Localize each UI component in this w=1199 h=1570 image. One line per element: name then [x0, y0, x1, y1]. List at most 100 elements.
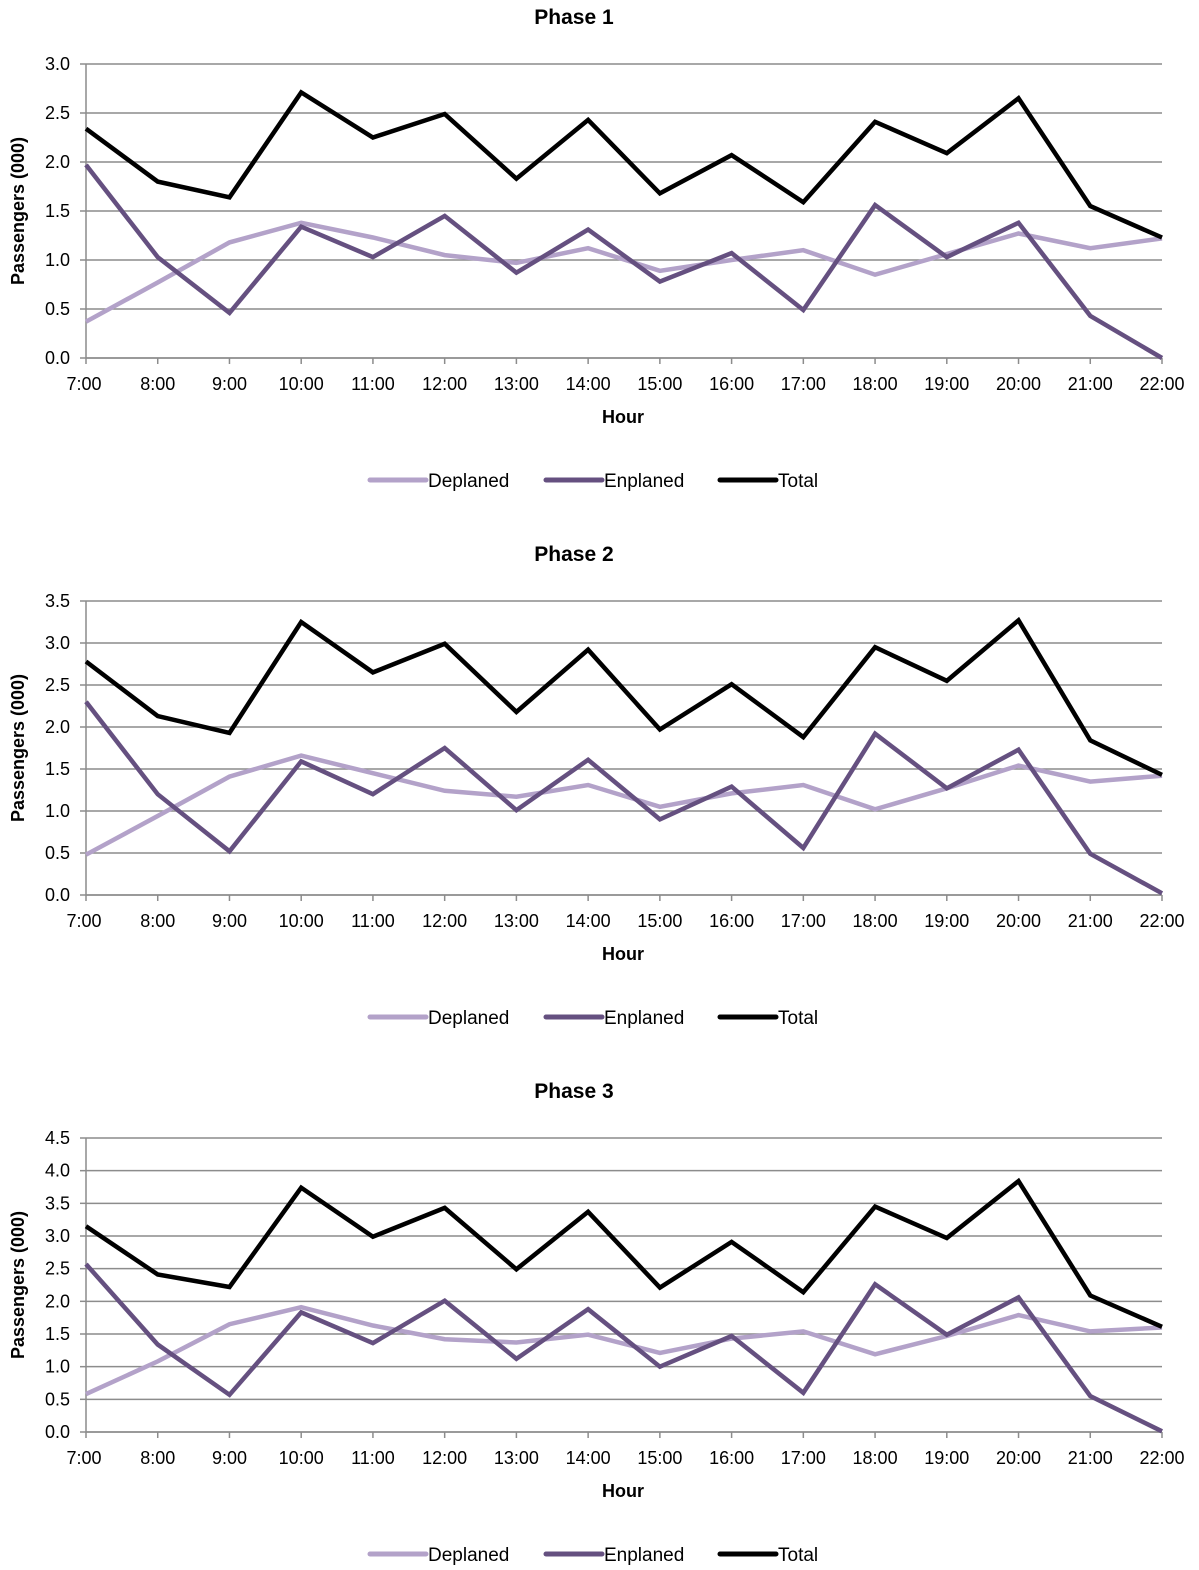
- y-tick-label: 2.5: [45, 103, 70, 123]
- x-tick-label: 11:00: [351, 1448, 395, 1468]
- x-tick-label: 13:00: [494, 374, 539, 394]
- y-tick-label: 0.5: [45, 1389, 70, 1409]
- x-tick-label: 10:00: [279, 374, 324, 394]
- x-tick-label: 18:00: [853, 374, 898, 394]
- x-tick-label: 14:00: [566, 374, 611, 394]
- x-axis-label: Hour: [602, 407, 644, 427]
- chart-panel-3: Phase 3 0.0 0.5 1.0 1.5 2.0 2.5 3.0 3.5 4.0 4.5 7:0…: [8, 1080, 1185, 1566]
- legend-label-total: Total: [778, 471, 818, 492]
- x-tick-label: 15:00: [637, 911, 682, 931]
- series-line-total: [84, 89, 1163, 240]
- y-tick-label: 0.5: [45, 299, 70, 319]
- x-tick-label: 15:00: [637, 374, 682, 394]
- y-tick-label: 1.5: [45, 1324, 70, 1344]
- chart-panel-2: Phase 2 0.0 0.5 1.0 1.5 2.0 2.5 3.0 3.5 7:00 8:00 9…: [8, 543, 1185, 1029]
- chart-title: Phase 1: [534, 6, 614, 29]
- series-line-total: [84, 616, 1163, 777]
- x-tick-label: 17:00: [781, 374, 826, 394]
- y-axis-label: Passengers (000): [8, 1211, 28, 1359]
- y-tick-label: 2.0: [45, 152, 70, 172]
- x-tick-label: 11:00: [351, 911, 395, 931]
- x-tick-label: 9:00: [212, 1448, 247, 1468]
- series-line-deplaned: [85, 1304, 1163, 1397]
- x-tick-label: 22:00: [1139, 1448, 1184, 1468]
- y-tick-label: 0.0: [45, 885, 70, 905]
- x-tick-label: 8:00: [140, 911, 175, 931]
- x-tick-label: 21:00: [1068, 374, 1113, 394]
- y-tick-label: 1.0: [45, 801, 70, 821]
- x-tick-label: 8:00: [140, 374, 175, 394]
- x-tick-label: 11:00: [351, 374, 395, 394]
- legend-label-deplaned: Deplaned: [428, 1545, 509, 1566]
- x-axis-label: Hour: [602, 944, 644, 964]
- chart-title: Phase 3: [534, 1080, 613, 1103]
- x-tick-label: 17:00: [781, 911, 826, 931]
- y-tick-label: 2.5: [45, 1259, 70, 1279]
- y-axis-label: Passengers (000): [8, 137, 28, 285]
- legend-label-enplaned: Enplaned: [604, 471, 684, 492]
- x-tick-label: 20:00: [996, 374, 1041, 394]
- x-tick-label: 12:00: [422, 911, 467, 931]
- legend-label-total: Total: [778, 1545, 818, 1566]
- x-tick-label: 19:00: [924, 911, 969, 931]
- x-tick-label: 13:00: [494, 1448, 539, 1468]
- x-tick-label: 21:00: [1068, 911, 1113, 931]
- x-tick-label: 7:00: [66, 1448, 101, 1468]
- y-tick-label: 0.0: [45, 1422, 70, 1442]
- y-tick-label: 1.5: [45, 759, 70, 779]
- x-tick-label: 9:00: [212, 374, 247, 394]
- legend: Deplaned Enplaned Total: [367, 1008, 818, 1029]
- series-line-enplaned: [84, 163, 1164, 360]
- series-line-deplaned: [84, 220, 1163, 324]
- y-tick-label: 3.5: [45, 591, 70, 611]
- x-tick-label: 19:00: [924, 1448, 969, 1468]
- x-tick-label: 22:00: [1139, 374, 1184, 394]
- x-tick-label: 20:00: [996, 1448, 1041, 1468]
- x-tick-label: 7:00: [66, 374, 101, 394]
- x-axis-label: Hour: [602, 1481, 644, 1501]
- x-tick-label: 16:00: [709, 911, 754, 931]
- x-tick-label: 12:00: [422, 1448, 467, 1468]
- y-tick-label: 3.0: [45, 633, 70, 653]
- y-tick-label: 0.0: [45, 348, 70, 368]
- x-tick-label: 16:00: [709, 374, 754, 394]
- series-line-total: [84, 1177, 1163, 1329]
- legend-label-deplaned: Deplaned: [428, 471, 509, 492]
- legend: Deplaned Enplaned Total: [367, 471, 818, 492]
- y-tick-label: 0.5: [45, 843, 70, 863]
- x-tick-label: 14:00: [566, 911, 611, 931]
- x-tick-label: 22:00: [1139, 911, 1184, 931]
- y-tick-label: 1.5: [45, 201, 70, 221]
- x-tick-label: 18:00: [853, 1448, 898, 1468]
- x-tick-label: 16:00: [709, 1448, 754, 1468]
- series-line-deplaned: [84, 753, 1163, 857]
- chart-title: Phase 2: [534, 543, 613, 566]
- x-tick-label: 7:00: [66, 911, 101, 931]
- chart-panel-1: Phase 1 0.0 0.5 1.0 1.5 2.0 2.5 3.0 7:00 8:00 9:00…: [8, 6, 1185, 492]
- x-tick-label: 9:00: [212, 911, 247, 931]
- y-tick-label: 1.0: [45, 1357, 70, 1377]
- x-tick-label: 12:00: [422, 374, 467, 394]
- y-tick-label: 2.5: [45, 675, 70, 695]
- y-axis-label: Passengers (000): [8, 674, 28, 822]
- legend-label-enplaned: Enplaned: [604, 1008, 684, 1029]
- x-tick-label: 19:00: [924, 374, 969, 394]
- x-tick-label: 15:00: [637, 1448, 682, 1468]
- series-line-enplaned: [84, 1262, 1163, 1434]
- y-tick-label: 3.0: [45, 1226, 70, 1246]
- x-tick-label: 8:00: [140, 1448, 175, 1468]
- x-tick-label: 10:00: [279, 911, 324, 931]
- y-tick-label: 2.0: [45, 717, 70, 737]
- x-tick-label: 10:00: [279, 1448, 324, 1468]
- series-line-enplaned: [84, 700, 1164, 896]
- legend-label-deplaned: Deplaned: [428, 1008, 509, 1029]
- x-tick-label: 14:00: [566, 1448, 611, 1468]
- x-tick-label: 18:00: [853, 911, 898, 931]
- legend-label-enplaned: Enplaned: [604, 1545, 684, 1566]
- y-tick-label: 1.0: [45, 250, 70, 270]
- x-tick-label: 21:00: [1068, 1448, 1113, 1468]
- y-tick-label: 4.5: [45, 1128, 70, 1148]
- y-tick-label: 2.0: [45, 1291, 70, 1311]
